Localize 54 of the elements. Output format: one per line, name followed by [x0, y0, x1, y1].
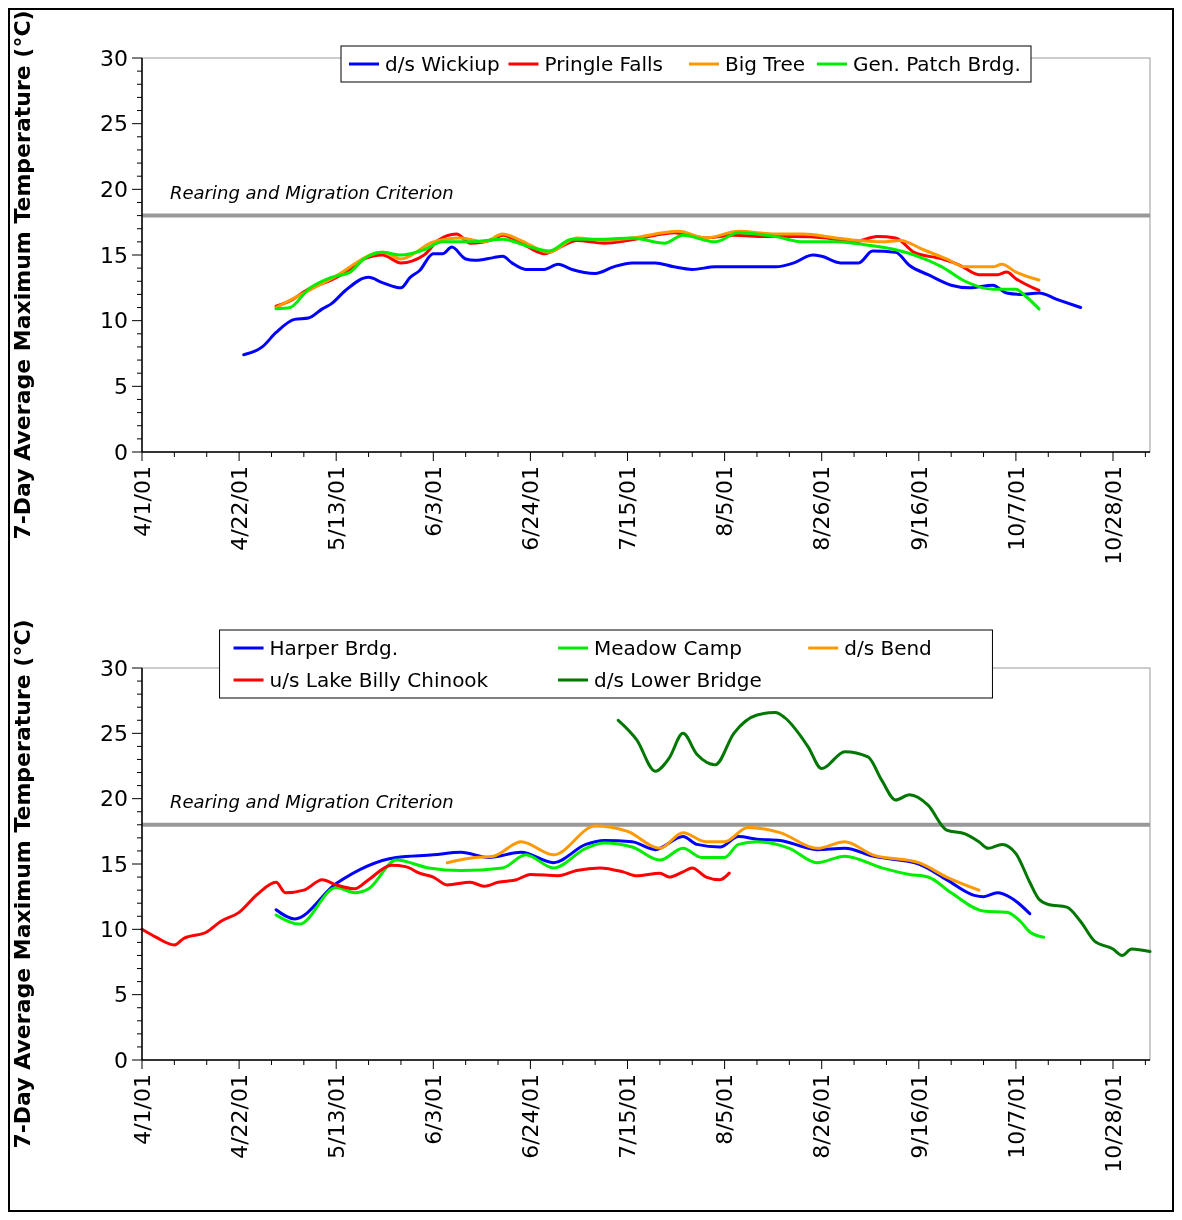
x-tick-label: 4/1/01: [129, 1074, 155, 1145]
y-tick-label: 25: [100, 111, 128, 137]
x-tick-label: 9/16/01: [906, 1074, 932, 1159]
y-tick-label: 20: [100, 786, 128, 812]
x-tick-label: 10/28/01: [1100, 466, 1126, 565]
y-tick-label: 15: [100, 851, 128, 877]
x-tick-label: 4/22/01: [226, 466, 252, 551]
y-tick-label: 0: [114, 439, 128, 465]
x-tick-label: 7/15/01: [615, 466, 641, 551]
y-tick-label: 20: [100, 177, 128, 203]
line-series: [445, 824, 981, 892]
y-tick-label: 25: [100, 721, 128, 747]
x-tick-label: 5/13/01: [323, 1074, 349, 1159]
y-tick-label: 30: [100, 655, 128, 681]
y-tick-label: 30: [100, 45, 128, 71]
y-tick-label: 5: [114, 374, 128, 400]
y-tick-label: 15: [100, 242, 128, 268]
x-tick-label: 8/5/01: [712, 1074, 738, 1145]
x-tick-label: 4/22/01: [226, 1074, 252, 1159]
y-tick-label: 5: [114, 982, 128, 1008]
ref-line-label: Rearing and Migration Criterion: [170, 790, 454, 812]
line-series: [140, 863, 731, 947]
legend-label: d/s Bend: [844, 636, 932, 660]
legend-label: Pringle Falls: [544, 52, 664, 76]
line-series: [274, 840, 1046, 939]
x-tick-label: 10/7/01: [1003, 466, 1029, 551]
legend-label: Meadow Camp: [594, 636, 742, 660]
x-tick-label: 9/16/01: [906, 466, 932, 551]
line-series: [242, 245, 1083, 357]
line-series: [616, 710, 1152, 957]
legend-label: Big Tree: [725, 52, 805, 76]
x-tick-label: 6/24/01: [518, 1074, 544, 1159]
y-axis-title: 7-Day Average Maximum Temperature (°C): [10, 619, 35, 1149]
x-tick-label: 4/1/01: [129, 466, 155, 537]
x-tick-label: 7/15/01: [615, 1074, 641, 1159]
ref-line-label: Rearing and Migration Criterion: [170, 181, 454, 203]
x-tick-label: 8/26/01: [809, 1074, 835, 1159]
legend-label: Harper Brdg.: [269, 636, 398, 660]
y-tick-label: 10: [100, 308, 128, 334]
x-tick-label: 6/24/01: [518, 466, 544, 551]
x-tick-label: 10/28/01: [1100, 1074, 1126, 1173]
legend-label: d/s Lower Bridge: [594, 668, 762, 692]
x-tick-label: 6/3/01: [421, 466, 446, 537]
x-tick-label: 8/26/01: [809, 466, 835, 551]
x-tick-label: 10/7/01: [1003, 1074, 1029, 1159]
legend-label: Gen. Patch Brdg.: [853, 52, 1021, 76]
legend-label: d/s Wickiup: [385, 52, 500, 76]
legend-label: u/s Lake Billy Chinook: [269, 668, 489, 692]
x-tick-label: 6/3/01: [421, 1074, 446, 1145]
x-tick-label: 8/5/01: [712, 466, 738, 537]
y-axis-title: 7-Day Average Maximum Temperature (°C): [10, 10, 35, 540]
y-tick-label: 10: [100, 917, 128, 943]
x-tick-label: 5/13/01: [323, 466, 349, 551]
y-tick-label: 0: [114, 1047, 128, 1073]
